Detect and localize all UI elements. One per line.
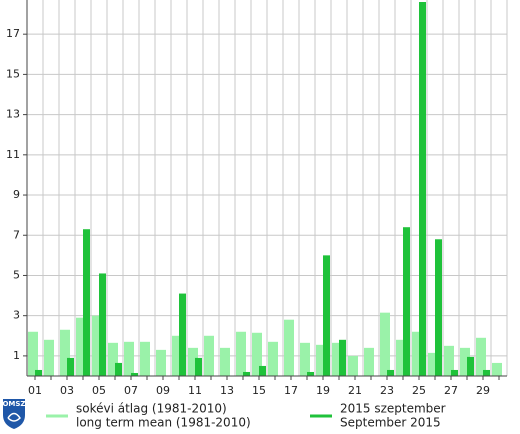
x-tick-label: 05: [92, 384, 106, 397]
bar: [348, 355, 358, 376]
bar: [220, 347, 230, 376]
bar: [252, 332, 262, 376]
bar: [259, 365, 266, 376]
legend-label-en: long term mean (1981-2010): [76, 416, 251, 430]
bar: [476, 337, 486, 376]
bar: [156, 349, 166, 376]
bar: [115, 362, 122, 376]
y-tick-label: 1: [13, 349, 20, 362]
bar: [307, 371, 314, 376]
y-tick-label: 13: [6, 108, 20, 121]
bar: [396, 339, 406, 376]
bar: [195, 357, 202, 376]
x-tick-label: 01: [28, 384, 42, 397]
x-tick-label: 13: [220, 384, 234, 397]
bar: [403, 227, 410, 376]
bar: [339, 339, 346, 376]
bar: [204, 335, 214, 376]
bar: [460, 347, 470, 376]
logo-text: OMSZ: [2, 400, 25, 408]
bar: [124, 341, 134, 376]
bar: [364, 347, 374, 376]
bar: [435, 239, 442, 376]
bar: [188, 347, 198, 376]
y-tick-label: 3: [13, 309, 20, 322]
bar: [483, 369, 490, 376]
y-tick-label: 7: [13, 228, 20, 241]
x-tick-label: 03: [60, 384, 74, 397]
logo: OMSZ: [2, 399, 26, 429]
legend-label-en: September 2015: [340, 416, 441, 430]
bar: [44, 339, 54, 376]
bar: [268, 341, 278, 376]
y-tick-label: 17: [6, 27, 20, 40]
x-tick-label: 09: [156, 384, 170, 397]
bar: [451, 369, 458, 376]
bar: [99, 273, 106, 376]
bar: [28, 331, 38, 376]
logo-wave: [7, 412, 21, 422]
bar: [300, 342, 310, 376]
x-tick-label: 23: [380, 384, 394, 397]
bar: [412, 331, 422, 376]
bar: [332, 342, 342, 376]
bar: [387, 369, 394, 376]
y-tick-label: 15: [6, 67, 20, 80]
bar: [83, 229, 90, 376]
bar: [76, 317, 86, 376]
bar: [140, 341, 150, 376]
x-tick-label: 11: [188, 384, 202, 397]
y-tick-label: 11: [6, 148, 20, 161]
bar: [35, 369, 42, 376]
bar: [444, 345, 454, 376]
x-tick-label: 27: [444, 384, 458, 397]
bar: [108, 342, 118, 376]
x-tick-label: 29: [476, 384, 490, 397]
legend-label: 2015 szeptember: [340, 402, 446, 416]
bar: [236, 331, 246, 376]
bar: [60, 329, 70, 376]
y-tick-label: 9: [13, 188, 20, 201]
x-tick-label: 17: [284, 384, 298, 397]
y-tick-label: 5: [13, 268, 20, 281]
bar: [284, 319, 294, 376]
bar: [467, 356, 474, 376]
bar: [323, 255, 330, 376]
bar: [428, 352, 438, 376]
x-tick-label: 19: [316, 384, 330, 397]
bar: [419, 2, 426, 377]
bar: [172, 335, 182, 376]
bar: [131, 372, 138, 376]
bar: [316, 344, 326, 376]
legend-label: sokévi átlag (1981-2010): [76, 402, 227, 416]
bar: [179, 293, 186, 376]
bar: [92, 315, 102, 376]
bar: [67, 357, 74, 376]
x-tick-label: 21: [348, 384, 362, 397]
x-tick-label: 25: [412, 384, 426, 397]
x-tick-label: 07: [124, 384, 138, 397]
x-tick-label: 15: [252, 384, 266, 397]
bar: [380, 312, 390, 376]
bar: [243, 371, 250, 376]
bar: [492, 362, 502, 376]
